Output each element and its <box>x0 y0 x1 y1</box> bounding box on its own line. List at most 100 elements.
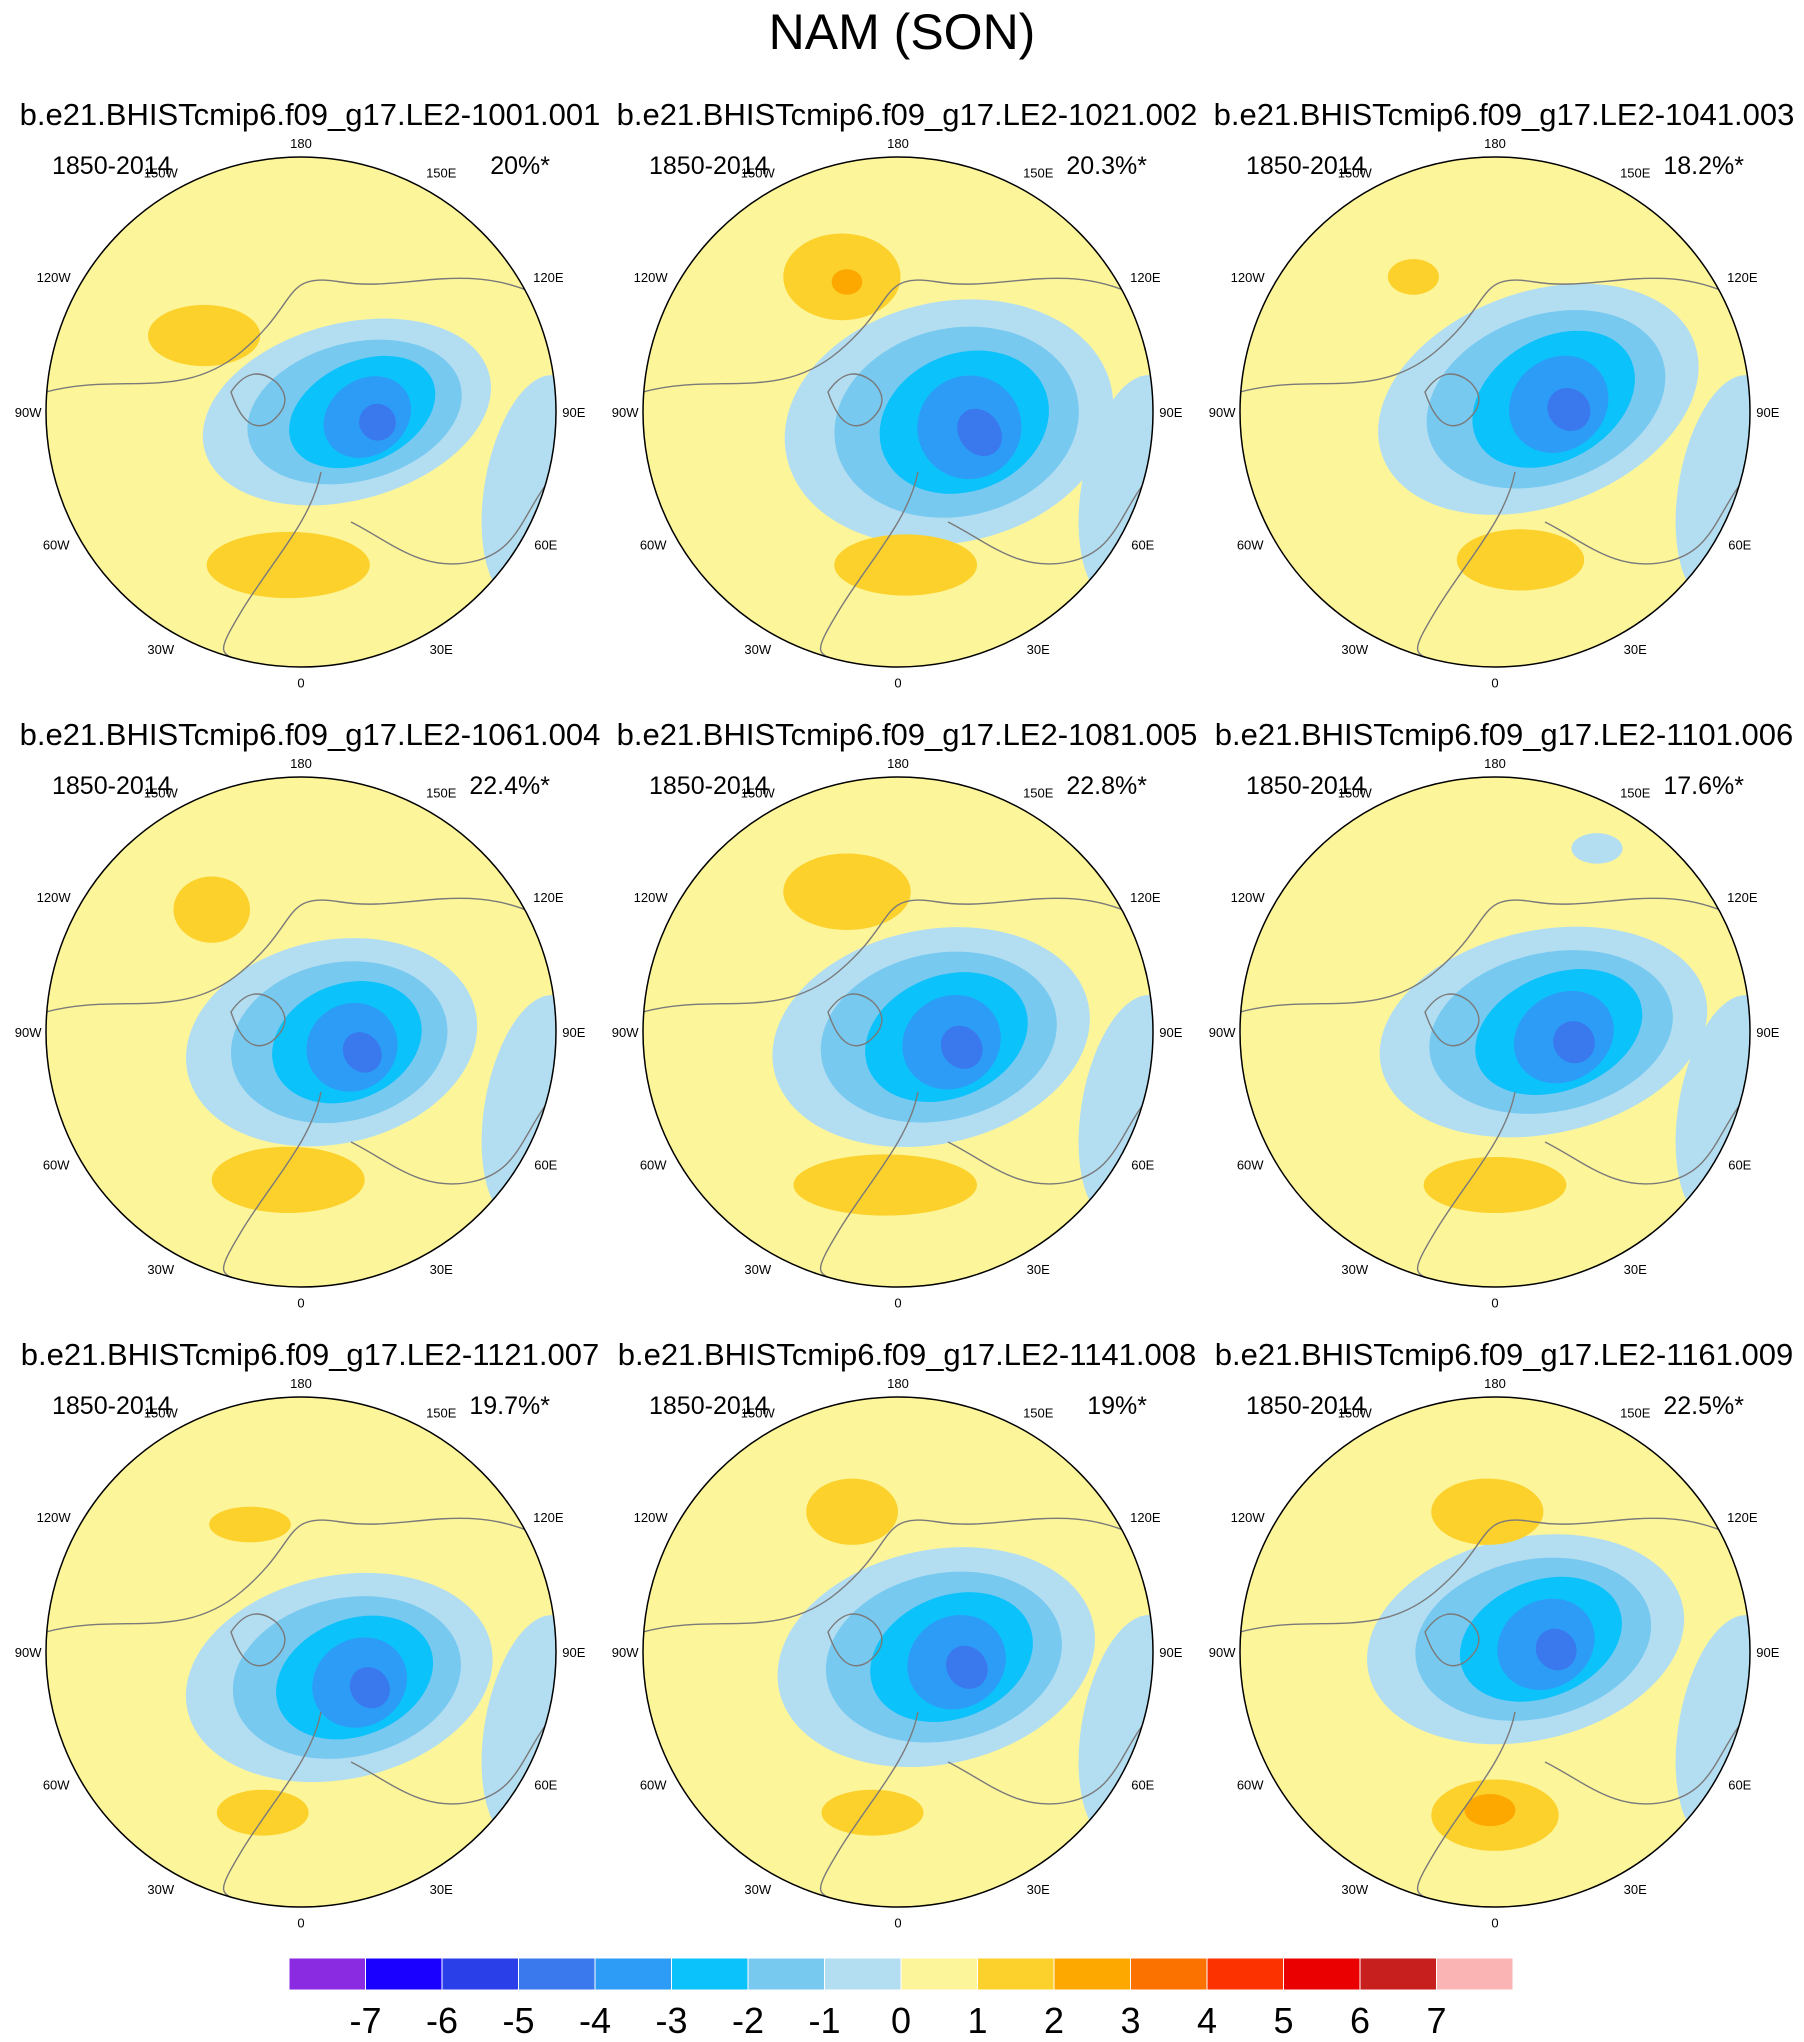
panel-period: 1850-2014 <box>52 1392 172 1420</box>
longitude-label: 30W <box>147 642 174 657</box>
coastline-greenland <box>230 993 286 1047</box>
longitude-label: 150W <box>741 785 776 800</box>
polar-map: 180 150E 120E 90E 60E 30E 0 30W 60W 90W 120W 150W <box>15 1376 586 1930</box>
coastline-greenland <box>827 993 883 1047</box>
map-panel: 180 150E 120E 90E 60E 30E 0 30W 60W 90W 120W 150W b.… <box>10 1335 610 1935</box>
longitude-label: 90W <box>1209 1025 1236 1040</box>
panel-title: b.e21.BHISTcmip6.f09_g17.LE2-1061.004 <box>19 717 601 752</box>
coastline-greenland <box>230 1613 286 1667</box>
atlantic-high <box>1423 1156 1567 1214</box>
map-panel: 180 150E 120E 90E 60E 30E 0 30W 60W 90W 120W 150W b.… <box>607 95 1207 695</box>
map-panel: 180 150E 120E 90E 60E 30E 0 30W 60W 90W 120W 150W b.… <box>10 95 610 695</box>
coastline-north <box>46 1517 532 1633</box>
longitude-label: 60W <box>1237 1158 1264 1173</box>
atlantic-high <box>216 1789 309 1836</box>
map-border <box>642 776 1154 1288</box>
colorbar-swatch <box>1359 1957 1437 1991</box>
colorbar-label: -7 <box>349 2000 381 2041</box>
contour-plus2 <box>1464 1794 1516 1827</box>
coastline-greenland <box>1424 373 1480 427</box>
longitude-label: 120E <box>1130 890 1161 905</box>
eastern-low-region <box>1675 995 1750 1222</box>
panel-period: 1850-2014 <box>1246 772 1366 800</box>
eastern-low-region <box>1675 375 1750 602</box>
panel-title: b.e21.BHISTcmip6.f09_g17.LE2-1141.008 <box>617 1337 1197 1372</box>
atlantic-high <box>821 1789 924 1836</box>
panel-period: 1850-2014 <box>1246 152 1366 180</box>
longitude-label: 120E <box>1130 1510 1161 1525</box>
longitude-label: 60W <box>43 538 70 553</box>
contour-minus5 <box>957 408 1002 457</box>
longitude-label: 120E <box>533 270 564 285</box>
coastline-greenland <box>827 373 883 427</box>
colorbar-swatch <box>518 1957 596 1991</box>
panel-title: b.e21.BHISTcmip6.f09_g17.LE2-1001.001 <box>19 97 601 132</box>
colorbar-label: 6 <box>1350 2000 1370 2041</box>
longitude-label: 0 <box>297 1295 304 1310</box>
pacific-anomaly <box>1387 259 1439 295</box>
longitude-label: 150W <box>144 165 179 180</box>
polar-map: 180 150E 120E 90E 60E 30E 0 30W 60W 90W 120W 150W <box>15 136 586 690</box>
longitude-label: 90E <box>1756 1645 1779 1660</box>
longitude-label: 90E <box>1159 1025 1182 1040</box>
longitude-label: 150E <box>426 165 457 180</box>
coastline-eurasia <box>350 1091 556 1185</box>
eastern-low-region <box>481 1615 556 1842</box>
contour-plus2 <box>831 269 863 295</box>
polar-map: 180 150E 120E 90E 60E 30E 0 30W 60W 90W 120W 150W <box>1209 756 1780 1310</box>
contour-minus5 <box>1547 387 1591 431</box>
longitude-label: 0 <box>1491 675 1498 690</box>
longitude-label: 120W <box>1231 890 1266 905</box>
longitude-label: 180 <box>290 756 312 771</box>
eastern-low-region <box>481 375 556 602</box>
coastline-eurasia <box>350 1711 556 1805</box>
longitude-label: 180 <box>1484 756 1506 771</box>
colorbar-label: -3 <box>655 2000 687 2041</box>
colorbar-swatch <box>1206 1957 1284 1991</box>
longitude-label: 180 <box>1484 1376 1506 1391</box>
longitude-label: 120E <box>533 890 564 905</box>
longitude-label: 150E <box>426 1405 457 1420</box>
atlantic-high <box>834 534 978 596</box>
colorbar-label: -6 <box>426 2000 458 2041</box>
longitude-label: 120W <box>634 1510 669 1525</box>
longitude-label: 120W <box>37 1510 72 1525</box>
map-border <box>45 1396 557 1908</box>
colorbar-swatch <box>441 1957 519 1991</box>
coastline-north <box>643 897 1129 1013</box>
colorbar-label: 7 <box>1426 2000 1446 2041</box>
longitude-label: 120W <box>634 890 669 905</box>
atlantic-high <box>206 531 370 599</box>
longitude-label: 120E <box>1130 270 1161 285</box>
coastline-greenland <box>230 373 286 427</box>
longitude-label: 150E <box>1023 165 1054 180</box>
longitude-label: 150E <box>1620 1405 1651 1420</box>
colorbar-swatch <box>1436 1957 1514 1991</box>
panel-title: b.e21.BHISTcmip6.f09_g17.LE2-1021.002 <box>616 97 1198 132</box>
longitude-label: 60W <box>43 1158 70 1173</box>
longitude-label: 150W <box>144 1405 179 1420</box>
colorbar: -7 -6 -5 -4 -3 -2 -1 0 1 2 3 4 5 6 7 <box>288 1957 1514 2041</box>
longitude-label: 120E <box>1727 1510 1758 1525</box>
longitude-label: 30W <box>1341 1262 1368 1277</box>
longitude-label: 0 <box>1491 1295 1498 1310</box>
longitude-label: 90E <box>1756 405 1779 420</box>
contour-minus5 <box>342 1032 382 1073</box>
panel-title: b.e21.BHISTcmip6.f09_g17.LE2-1121.007 <box>20 1337 600 1372</box>
longitude-label: 90E <box>1159 405 1182 420</box>
variance-explained: 20%* <box>490 152 550 180</box>
longitude-label: 150E <box>1620 165 1651 180</box>
longitude-label: 60E <box>534 1158 557 1173</box>
coastline-eurasia <box>947 1711 1153 1805</box>
longitude-label: 150E <box>1620 785 1651 800</box>
longitude-label: 180 <box>1484 136 1506 151</box>
variance-explained: 22.4%* <box>469 772 550 800</box>
contour-minus5 <box>946 1645 988 1689</box>
atlantic-high <box>793 1154 978 1216</box>
map-border <box>45 156 557 668</box>
longitude-label: 60E <box>1131 538 1154 553</box>
map-border <box>1239 1396 1751 1908</box>
polar-map: 180 150E 120E 90E 60E 30E 0 30W 60W 90W 120W 150W <box>1209 1376 1780 1930</box>
colorbar-swatch <box>1130 1957 1208 1991</box>
variance-explained: 18.2%* <box>1663 152 1744 180</box>
